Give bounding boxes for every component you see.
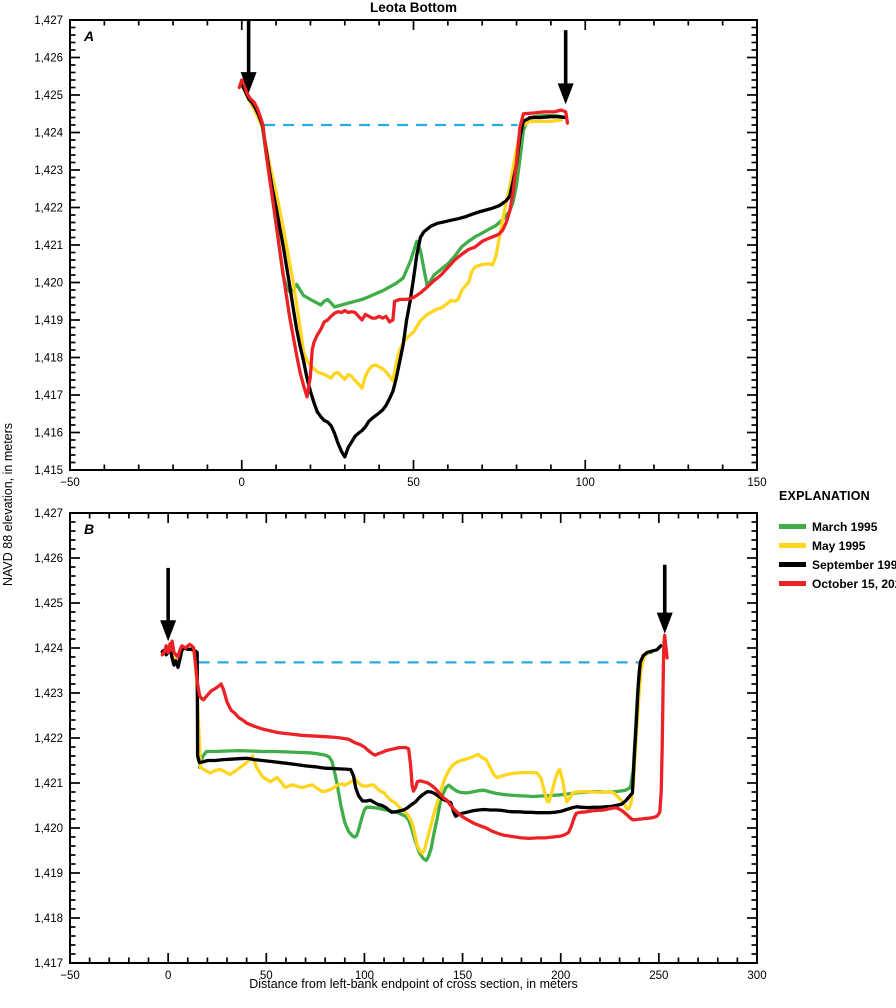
x-tick-label: 50 (260, 970, 273, 982)
y-tick-label: 1,419 (34, 315, 63, 327)
endpoint-arrow-head-right-panel-b (656, 612, 673, 634)
x-axis-title: Distance from left-bank endpoint of cros… (249, 977, 578, 991)
endpoint-arrow-head-left-panel-b (160, 620, 177, 642)
x-tick-label: 250 (649, 970, 668, 982)
panel-a-label: A (84, 28, 95, 44)
y-tick-label: 1,421 (34, 778, 63, 790)
y-tick-label: 1,424 (34, 128, 63, 140)
y-tick-label: 1,427 (34, 508, 63, 520)
series-line-september-1995-panel-b (160, 644, 663, 818)
y-tick-label: 1,426 (34, 53, 63, 65)
y-tick-label: 1,426 (34, 553, 63, 565)
chart-title: Leota Bottom (370, 0, 457, 15)
y-axis-title: NAVD 88 elevation, in meters (1, 422, 15, 586)
legend: EXPLANATION March 1995 May 1995 Septembe… (779, 489, 896, 593)
legend-title: EXPLANATION (779, 489, 870, 503)
legend-item-march-1995: March 1995 (779, 517, 895, 536)
march-1995-line-swatch (779, 524, 806, 529)
september-1995-line-swatch (779, 562, 806, 567)
panel-b-label: B (84, 521, 95, 537)
legend-label: September 1995 (812, 557, 896, 572)
legend-label: May 1995 (812, 538, 866, 553)
series-line-march-1995-panel-b (197, 650, 653, 863)
legend-item-october-15-2020: October 15, 2020 (779, 574, 896, 593)
y-tick-label: 1,424 (34, 643, 63, 655)
y-tick-label: 1,425 (34, 598, 63, 610)
series-line-september-1995-panel-a (240, 82, 567, 459)
y-tick-label: 1,423 (34, 165, 63, 177)
y-tick-label: 1,419 (34, 868, 63, 880)
y-tick-label: 1,420 (34, 278, 63, 290)
legend-label: October 15, 2020 (812, 576, 896, 591)
x-tick-label: 0 (165, 970, 171, 982)
series-line-october-15-2020-panel-b (160, 633, 669, 841)
x-tick-label: −50 (60, 970, 80, 982)
y-tick-label: 1,422 (34, 203, 63, 215)
legend-label: March 1995 (812, 519, 878, 534)
y-tick-label: 1,415 (34, 465, 63, 477)
y-tick-label: 1,420 (34, 823, 63, 835)
series-line-may-1995-panel-b (160, 646, 651, 855)
y-tick-label: 1,425 (34, 90, 63, 102)
y-tick-label: 1,422 (34, 733, 63, 745)
x-tick-label: 50 (407, 477, 420, 489)
y-tick-label: 1,417 (34, 390, 63, 402)
legend-items: March 1995 May 1995 September 1995 Octob… (779, 517, 896, 593)
x-tick-label: −50 (60, 477, 80, 489)
series-line-october-15-2020-panel-a (237, 78, 570, 399)
y-tick-label: 1,418 (34, 913, 63, 925)
may-1995-line-swatch (779, 543, 806, 548)
x-tick-label: 300 (747, 970, 766, 982)
panel-a-plot-box (69, 19, 758, 471)
y-tick-label: 1,421 (34, 240, 63, 252)
legend-item-may-1995: May 1995 (779, 536, 895, 555)
y-tick-label: 1,418 (34, 353, 63, 365)
y-tick-label: 1,423 (34, 688, 63, 700)
legend-item-september-1995: September 1995 (779, 555, 896, 574)
x-tick-label: 100 (576, 477, 595, 489)
endpoint-arrow-head-left-panel-a (240, 72, 257, 94)
y-tick-label: 1,416 (34, 428, 63, 440)
y-tick-label: 1,427 (34, 15, 63, 27)
endpoint-arrow-head-right-panel-a (557, 83, 574, 105)
x-tick-label: 200 (551, 970, 570, 982)
series-line-may-1995-panel-a (240, 83, 563, 390)
x-tick-label: 100 (355, 970, 374, 982)
x-tick-label: 0 (239, 477, 245, 489)
panel-b-plot-box (69, 512, 758, 964)
y-tick-label: 1,417 (34, 958, 63, 970)
october-15-2020-line-swatch (779, 581, 806, 586)
x-tick-label: 150 (453, 970, 472, 982)
x-tick-label: 150 (747, 477, 766, 489)
